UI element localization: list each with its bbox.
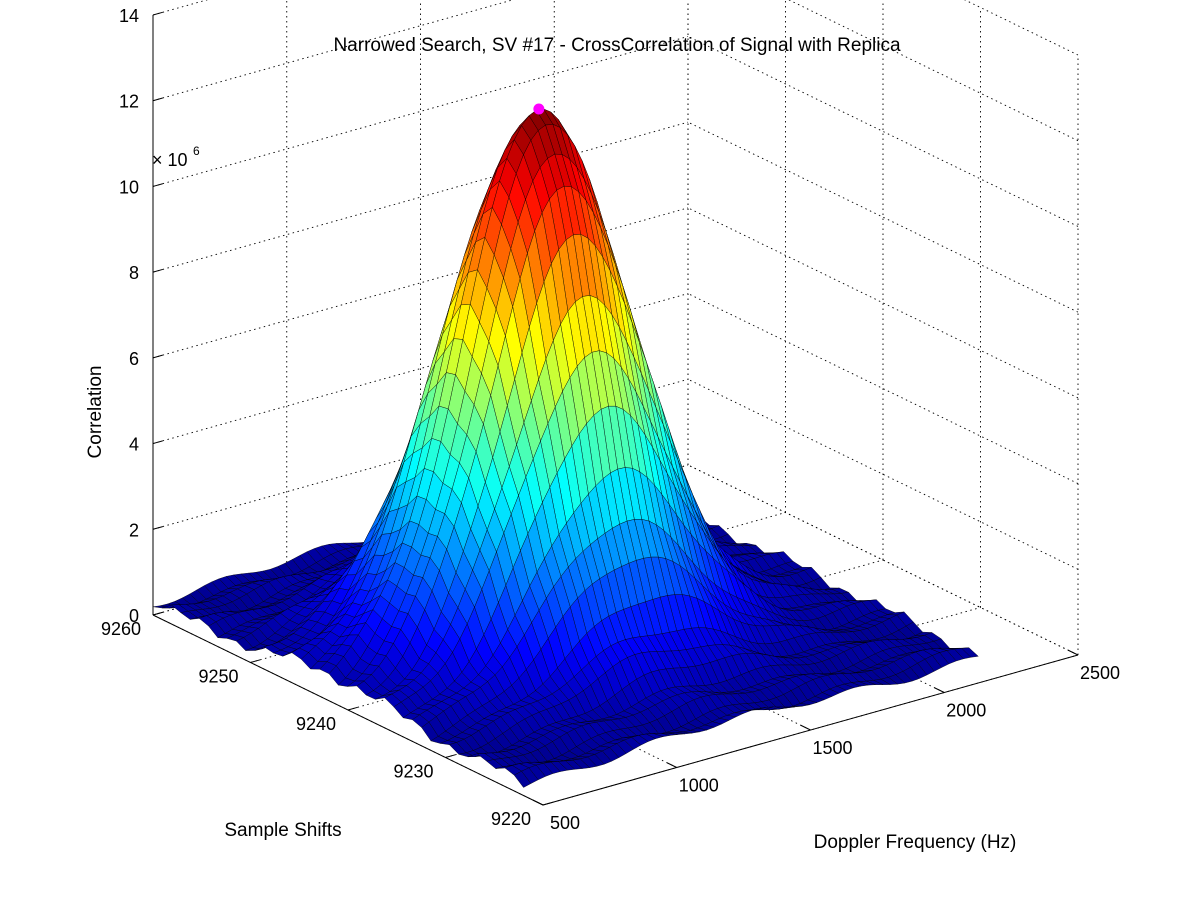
- z-axis-label: Correlation: [85, 366, 106, 459]
- z-tick-label: 0: [129, 606, 139, 626]
- z-exponent-power: 6: [193, 144, 200, 158]
- z-tick-mark: [152, 11, 163, 16]
- tick-labels: 500 1000 1500 2000 2500 9220 9230 9240 9250 92600…: [101, 6, 1120, 833]
- axes: [152, 11, 1079, 806]
- x-tick-label: 2000: [946, 701, 986, 721]
- z-tick-label: 2: [129, 520, 139, 540]
- z-tick-mark: [152, 268, 163, 273]
- y-tick-mark: [542, 801, 553, 806]
- x-axis-label: Doppler Frequency (Hz): [814, 832, 1017, 853]
- z-tick-mark: [152, 97, 163, 102]
- y-tick-label: 9240: [296, 714, 336, 734]
- z-tick-label: 6: [129, 349, 139, 369]
- x-tick-label: 500: [550, 813, 580, 833]
- chart-title: Narrowed Search, SV #17 - CrossCorrelati…: [333, 35, 901, 56]
- x-tick-mark: [800, 724, 811, 731]
- x-tick-mark: [1068, 649, 1079, 656]
- z-tick-label: 12: [119, 92, 139, 112]
- x-tick-label: 1000: [679, 776, 719, 796]
- surface-patch: [513, 770, 532, 788]
- z-exponent-label: × 10: [152, 150, 188, 170]
- y-tick-label: 9250: [198, 667, 238, 687]
- z-tick-label: 4: [129, 435, 139, 455]
- x-tick-mark: [666, 762, 677, 768]
- x-tick-mark: [934, 687, 945, 693]
- y-tick-mark: [347, 706, 358, 711]
- z-tick-label: 8: [129, 263, 139, 283]
- z-tick-mark: [152, 354, 163, 359]
- peak-marker: [533, 103, 545, 115]
- z-tick-mark: [152, 440, 163, 445]
- y-tick-label: 9220: [491, 809, 531, 829]
- y-tick-mark: [445, 754, 456, 758]
- x-tick-label: 1500: [812, 738, 852, 758]
- z-tick-mark: [152, 611, 163, 616]
- z-tick-mark: [152, 183, 163, 187]
- surface-mesh: [152, 103, 979, 788]
- y-tick-label: 9230: [393, 762, 433, 782]
- z-tick-label: 10: [119, 177, 139, 197]
- y-tick-mark: [250, 659, 261, 663]
- z-tick-label: 14: [119, 6, 139, 26]
- x-tick-label: 2500: [1080, 663, 1120, 683]
- z-tick-mark: [152, 526, 163, 530]
- y-axis-label: Sample Shifts: [224, 820, 341, 841]
- y-tick-label: 9260: [101, 619, 141, 639]
- x-tick-mark: [533, 799, 544, 806]
